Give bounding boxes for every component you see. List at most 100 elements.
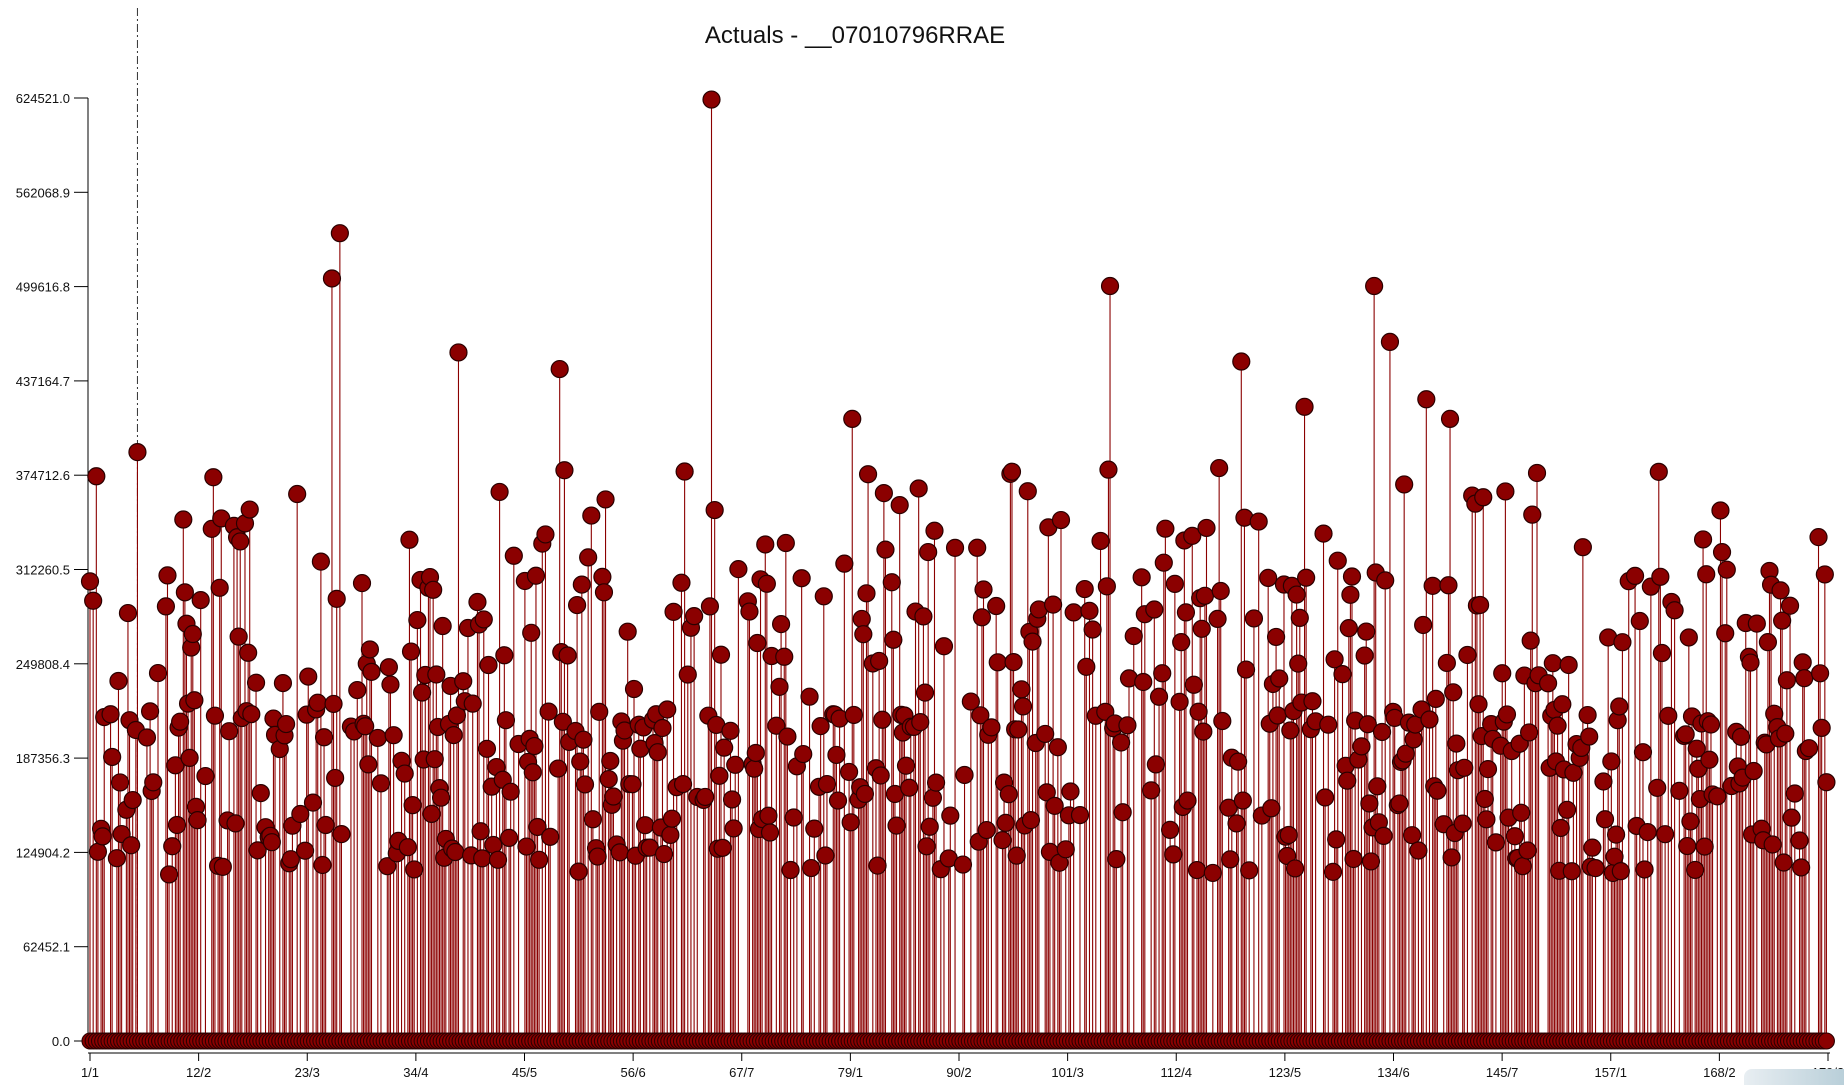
data-point [1810,664,1830,683]
data-point [1815,565,1834,584]
data-point [1176,603,1196,622]
data-point [101,705,120,724]
data-point [1361,852,1381,871]
data-point [1676,725,1695,744]
data-point [1633,743,1653,762]
data-point [1543,654,1562,673]
data-point [814,587,833,606]
data-point [1474,488,1493,507]
data-point [123,790,142,810]
data-point [1004,652,1023,672]
data-point [1333,665,1352,684]
data-point [204,468,223,487]
data-point [1679,628,1698,647]
data-point [1208,609,1227,629]
data-point [1170,692,1189,711]
data-point [1287,585,1306,604]
data-point [594,583,614,602]
data-point [601,751,620,771]
data-point [1670,781,1689,800]
data-point [281,850,300,869]
data-point [760,823,780,842]
data-point [311,552,330,571]
data-point [1376,571,1395,590]
data-point [371,774,391,793]
data-point [1426,689,1445,708]
data-point [575,775,595,794]
data-point [1043,595,1063,614]
data-point [635,816,655,835]
drop-lines [89,99,1827,1041]
data-point [536,525,555,544]
data-point [1656,825,1675,844]
data-point [841,813,860,832]
data-point [726,755,745,774]
data-point [1799,739,1819,758]
data-point [1146,755,1165,774]
data-point [424,580,443,599]
x-tick-label: 1/1 [81,1065,99,1080]
data-point [159,865,179,884]
data-point [433,616,452,636]
data-point [1402,826,1422,845]
data-point [1172,633,1191,652]
data-point [1780,596,1800,615]
data-point [1227,814,1246,833]
data-point [1486,833,1505,852]
data-point [569,862,588,881]
data-point [80,572,100,591]
data-point [1319,715,1338,734]
data-point [571,752,590,771]
data-point [468,592,487,612]
data-point [1266,627,1286,647]
x-tick-label: 67/7 [729,1065,754,1080]
data-point [1512,803,1531,822]
data-point [1478,760,1498,779]
data-point [1124,626,1143,646]
tick-labels: 624521.0 562068.9 499616.8 437164.7 374712.6… [16,91,1844,1080]
data-point [1611,862,1630,881]
x-tick-label: 145/7 [1486,1065,1519,1080]
data-point [955,765,974,785]
x-tick-label: 134/6 [1377,1065,1410,1080]
data-point [599,769,618,789]
data-point [724,819,743,838]
data-point [915,683,935,702]
data-point [854,625,873,644]
y-tick-label: 374712.6 [16,468,70,483]
data-point [555,461,574,480]
data-point [107,849,126,868]
data-point [180,748,199,768]
data-point [291,804,310,824]
data-point [1497,705,1517,724]
data-point [1194,722,1213,741]
data-point [1153,664,1172,683]
data-point [205,706,225,725]
data-point [330,224,349,243]
data-point [425,750,444,769]
data-point [874,484,893,503]
data-point [313,855,332,875]
data-point [1002,462,1022,481]
data-point [188,811,207,830]
data-point [523,763,542,782]
data-point [1203,863,1222,883]
data-point [781,860,800,880]
data-point [395,764,414,783]
data-point [974,580,993,599]
data-point [1341,585,1360,604]
data-point [471,822,490,841]
data-point [454,672,473,691]
data-point [1012,680,1031,699]
data-point [1099,460,1118,479]
data-point [1075,579,1094,599]
data-point [1165,574,1184,593]
data-point [213,857,232,876]
data-point [449,343,468,362]
data-point [398,838,417,857]
data-point [1771,581,1790,600]
data-point [678,665,697,684]
data-point [1161,820,1180,839]
data-point [1439,576,1458,595]
data-point [827,745,846,765]
